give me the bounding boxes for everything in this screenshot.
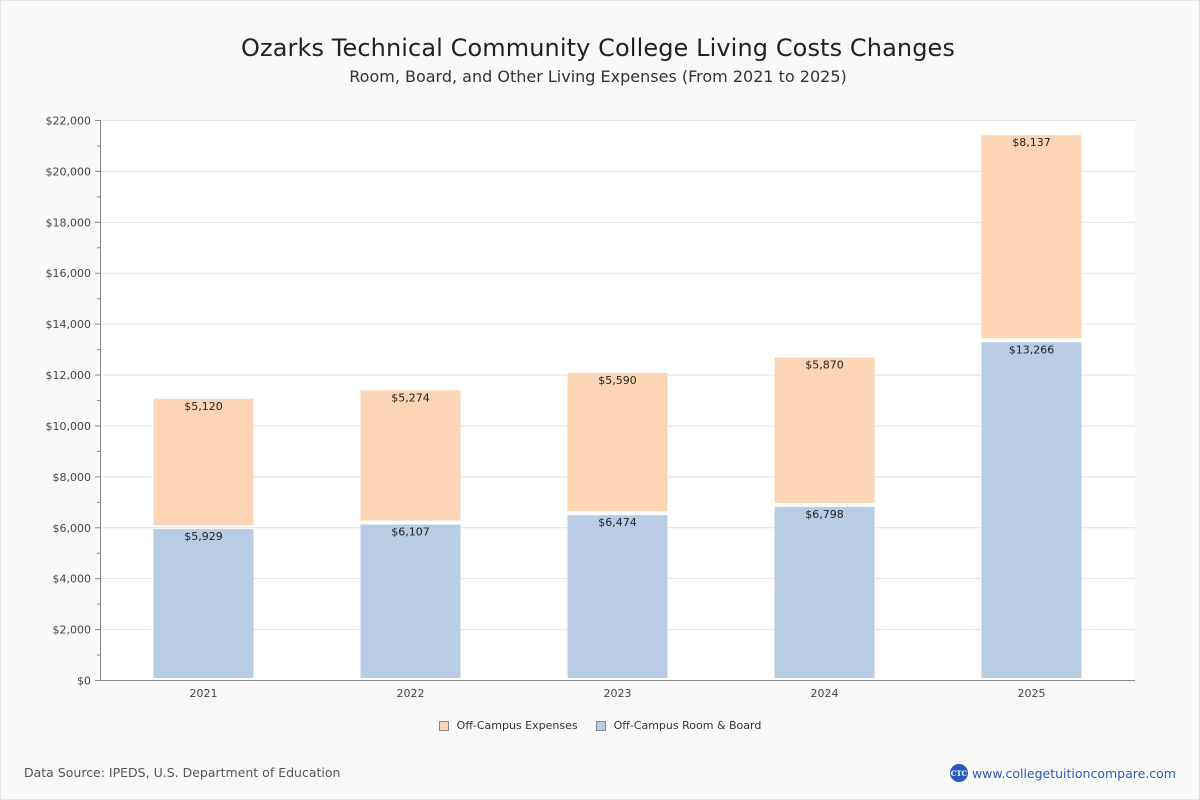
y-tick-label: $16,000 xyxy=(46,267,92,280)
data-labels: $5,929 $5,120 $6,107 $5,274 $6,474 $5,590 $6,7… xyxy=(184,136,1054,543)
bar-segment-room-board xyxy=(360,524,461,678)
x-tick-label: 2023 xyxy=(604,687,632,700)
x-tick-label: 2021 xyxy=(190,687,218,700)
y-tick-label: $2,000 xyxy=(53,624,92,637)
bar-segment-room-board xyxy=(774,506,875,678)
y-tick-label: $18,000 xyxy=(46,216,92,229)
bar-segment-room-board xyxy=(567,515,668,678)
legend-swatch-expenses xyxy=(438,720,449,731)
legend-item-off-campus-room-board[interactable]: Off-Campus Room & Board xyxy=(595,719,762,732)
data-label: $6,107 xyxy=(391,526,430,539)
data-label: $13,266 xyxy=(1009,343,1055,356)
data-label: $5,870 xyxy=(805,359,844,372)
bar-segment-room-board xyxy=(153,529,254,678)
brand-url: www.collegetuitioncompare.com xyxy=(971,765,1176,781)
axes: $0 $2,000 $4,000 $6,000 $8,000 $10,000 $12,000… xyxy=(46,115,1135,700)
y-tick-label: $6,000 xyxy=(53,522,92,535)
data-label: $6,798 xyxy=(805,508,844,521)
y-tick-label: $0 xyxy=(77,675,91,688)
legend-label: Off-Campus Room & Board xyxy=(613,719,762,732)
chart-title: Ozarks Technical Community College Livin… xyxy=(241,34,955,62)
data-label: $6,474 xyxy=(598,516,637,529)
y-tick-label: $8,000 xyxy=(53,471,92,484)
brand-link[interactable]: CTC www.collegetuitioncompare.com xyxy=(949,764,1176,782)
bar-segment-expenses xyxy=(567,372,668,512)
x-tick-label: 2022 xyxy=(397,687,425,700)
ctc-logo-icon: CTC xyxy=(949,764,968,782)
x-tick-label: 2025 xyxy=(1018,687,1046,700)
data-label: $5,929 xyxy=(184,530,223,543)
legend-swatch-room-board xyxy=(595,720,606,731)
bars xyxy=(153,135,1082,678)
data-label: $8,137 xyxy=(1012,136,1051,149)
x-tick-label: 2024 xyxy=(811,687,839,700)
bar-segment-expenses xyxy=(981,135,1082,339)
y-tick-label: $12,000 xyxy=(46,369,92,382)
legend-label: Off-Campus Expenses xyxy=(456,719,578,732)
data-label: $5,590 xyxy=(598,374,637,387)
legend: Off-Campus Expenses Off-Campus Room & Bo… xyxy=(0,719,1200,732)
y-tick-label: $4,000 xyxy=(53,573,92,586)
y-tick-label: $14,000 xyxy=(46,318,92,331)
y-tick-label: $22,000 xyxy=(46,115,92,128)
bar-segment-expenses xyxy=(360,390,461,521)
chart-subtitle: Room, Board, and Other Living Expenses (… xyxy=(349,67,847,86)
y-tick-label: $10,000 xyxy=(46,420,92,433)
bar-segment-expenses xyxy=(153,398,254,526)
data-source: Data Source: IPEDS, U.S. Department of E… xyxy=(24,765,341,780)
bar-segment-expenses xyxy=(774,357,875,503)
data-label: $5,274 xyxy=(391,391,430,404)
y-tick-label: $20,000 xyxy=(46,165,92,178)
data-label: $5,120 xyxy=(184,400,223,413)
legend-item-off-campus-expenses[interactable]: Off-Campus Expenses xyxy=(438,719,578,732)
bar-segment-room-board xyxy=(981,342,1082,678)
